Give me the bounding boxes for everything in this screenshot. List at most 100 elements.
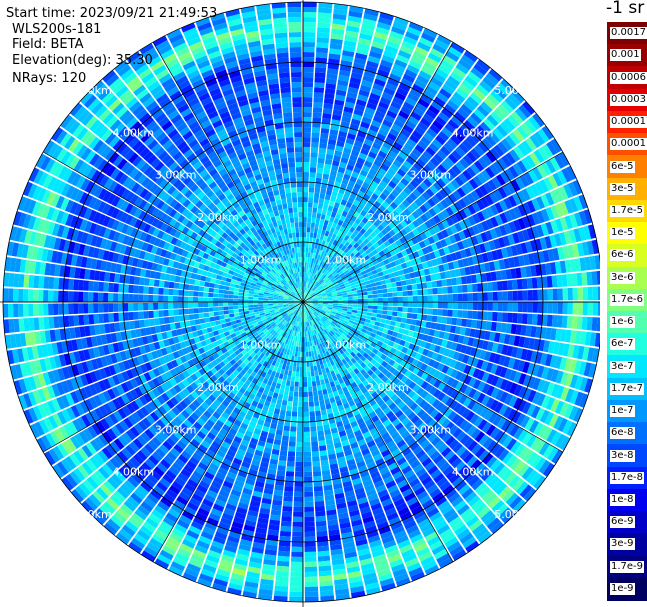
range-gate-cell (488, 131, 501, 144)
range-gate-cell (518, 373, 527, 385)
range-gate-cell (361, 346, 368, 352)
range-gate-cell (387, 297, 393, 302)
range-gate-cell (582, 302, 588, 316)
range-gate-cell (464, 327, 471, 337)
range-gate-cell (329, 261, 335, 267)
range-gate-cell (366, 376, 374, 384)
range-gate-cell (463, 50, 478, 63)
range-gate-cell (396, 231, 404, 239)
range-gate-cell (368, 466, 379, 475)
range-gate-cell (417, 263, 424, 271)
range-gate-cell (521, 229, 530, 242)
range-gate-cell (361, 23, 375, 32)
range-gate-cell (449, 359, 457, 369)
range-gate-cell (470, 190, 480, 201)
range-gate-cell (329, 315, 335, 320)
range-gate-cell (321, 240, 326, 246)
range-gate-cell (313, 264, 318, 270)
range-gate-cell (331, 278, 337, 283)
range-gate-cell (325, 288, 331, 292)
range-gate-cell (328, 453, 337, 460)
range-gate-cell (340, 324, 347, 329)
range-gate-cell (429, 450, 441, 461)
range-gate-cell (320, 460, 329, 466)
range-gate-cell (321, 256, 326, 262)
range-gate-cell (391, 563, 406, 573)
range-gate-cell (312, 107, 323, 113)
range-gate-cell (338, 270, 344, 276)
range-gate-cell (457, 241, 465, 250)
range-gate-cell (316, 37, 329, 44)
range-gate-cell (356, 245, 363, 252)
range-gate-cell (433, 181, 443, 191)
range-gate-cell (314, 227, 319, 234)
range-gate-cell (359, 267, 366, 273)
range-gate-cell (313, 340, 317, 346)
range-gate-cell (497, 82, 511, 96)
range-gate-cell (574, 212, 583, 227)
range-gate-cell (508, 257, 516, 268)
range-gate-cell (306, 282, 310, 288)
range-gate-cell (316, 47, 329, 54)
range-gate-cell (457, 293, 463, 301)
range-gate-cell (423, 178, 433, 188)
range-gate-cell (352, 307, 358, 311)
range-gate-cell (364, 8, 379, 17)
range-gate-cell (391, 242, 398, 249)
range-gate-cell (412, 331, 419, 339)
range-gate-cell (525, 241, 533, 253)
range-gate-cell (393, 141, 403, 151)
range-gate-cell (312, 117, 322, 123)
range-gate-cell (529, 472, 542, 487)
range-gate-cell (358, 465, 368, 473)
range-gate-cell (304, 272, 306, 278)
range-gate-cell (461, 487, 474, 500)
range-gate-cell (472, 213, 481, 224)
range-gate-cell (542, 250, 550, 263)
range-gate-cell (337, 297, 343, 300)
range-gate-cell (321, 465, 330, 471)
range-gate-cell (438, 63, 452, 75)
range-gate-cell (433, 389, 442, 399)
range-gate-cell (333, 483, 343, 490)
range-gate-cell (437, 372, 446, 382)
range-gate-cell (312, 295, 317, 299)
range-gate-cell (431, 352, 439, 361)
range-gate-cell (299, 381, 303, 387)
range-gate-cell (462, 154, 474, 166)
range-gate-cell (474, 446, 486, 459)
range-gate-cell (377, 271, 384, 277)
range-gate-cell (293, 506, 303, 512)
range-gate-cell (422, 288, 428, 295)
range-gate-cell (310, 273, 314, 279)
range-gate-cell (352, 222, 359, 229)
range-gate-cell (341, 221, 348, 229)
range-gate-cell (440, 199, 450, 209)
range-gate-cell (520, 325, 527, 336)
range-gate-cell (318, 239, 323, 245)
range-gate-cell (381, 342, 388, 349)
range-gate-cell (414, 243, 422, 251)
range-gate-cell (504, 368, 513, 380)
range-gate-cell (396, 252, 404, 259)
range-gate-cell (278, 545, 291, 552)
range-gate-cell (304, 536, 316, 542)
range-gate-cell (394, 337, 401, 345)
range-gate-cell (431, 258, 438, 267)
range-gate-cell (304, 556, 317, 562)
range-gate-cell (414, 418, 424, 428)
range-gate-cell (448, 516, 462, 528)
range-gate-cell (318, 266, 323, 272)
range-gate-cell (382, 176, 391, 185)
range-gate-cell (365, 268, 372, 274)
range-gate-cell (444, 103, 456, 115)
range-gate-cell (469, 413, 480, 425)
range-gate-cell (401, 262, 408, 269)
range-gate-cell (381, 314, 387, 320)
range-gate-cell (290, 566, 303, 572)
range-gate-cell (401, 548, 415, 559)
range-gate-cell (358, 323, 364, 329)
range-gate-cell (409, 402, 419, 411)
range-gate-cell (489, 147, 501, 160)
range-gate-cell (337, 295, 343, 299)
